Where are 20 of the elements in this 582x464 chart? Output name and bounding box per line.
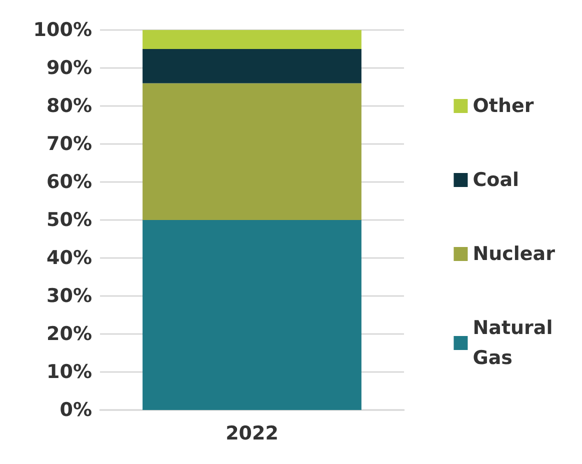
bar <box>142 30 362 49</box>
x-tick-label: 2022 <box>226 422 278 444</box>
y-tick-label: 10% <box>46 361 92 383</box>
bar <box>142 220 362 410</box>
y-tick-label: 60% <box>46 171 92 193</box>
legend-label: Natural Gas <box>472 317 553 369</box>
y-tick-label: 80% <box>46 95 92 117</box>
y-tick-label: 100% <box>33 19 92 41</box>
bar <box>142 83 362 220</box>
y-tick-label: 30% <box>46 285 92 307</box>
bar <box>142 49 362 84</box>
y-tick-label: 90% <box>46 57 92 79</box>
y-tick-label: 70% <box>46 133 92 155</box>
y-tick-label: 50% <box>46 209 92 231</box>
legend-label: Other <box>472 95 534 117</box>
legend-label: Coal <box>472 169 520 191</box>
y-tick-label: 0% <box>60 399 92 421</box>
y-tick-label: 20% <box>46 323 92 345</box>
legend-label: Nuclear <box>472 243 556 265</box>
y-tick-label: 40% <box>46 247 92 269</box>
